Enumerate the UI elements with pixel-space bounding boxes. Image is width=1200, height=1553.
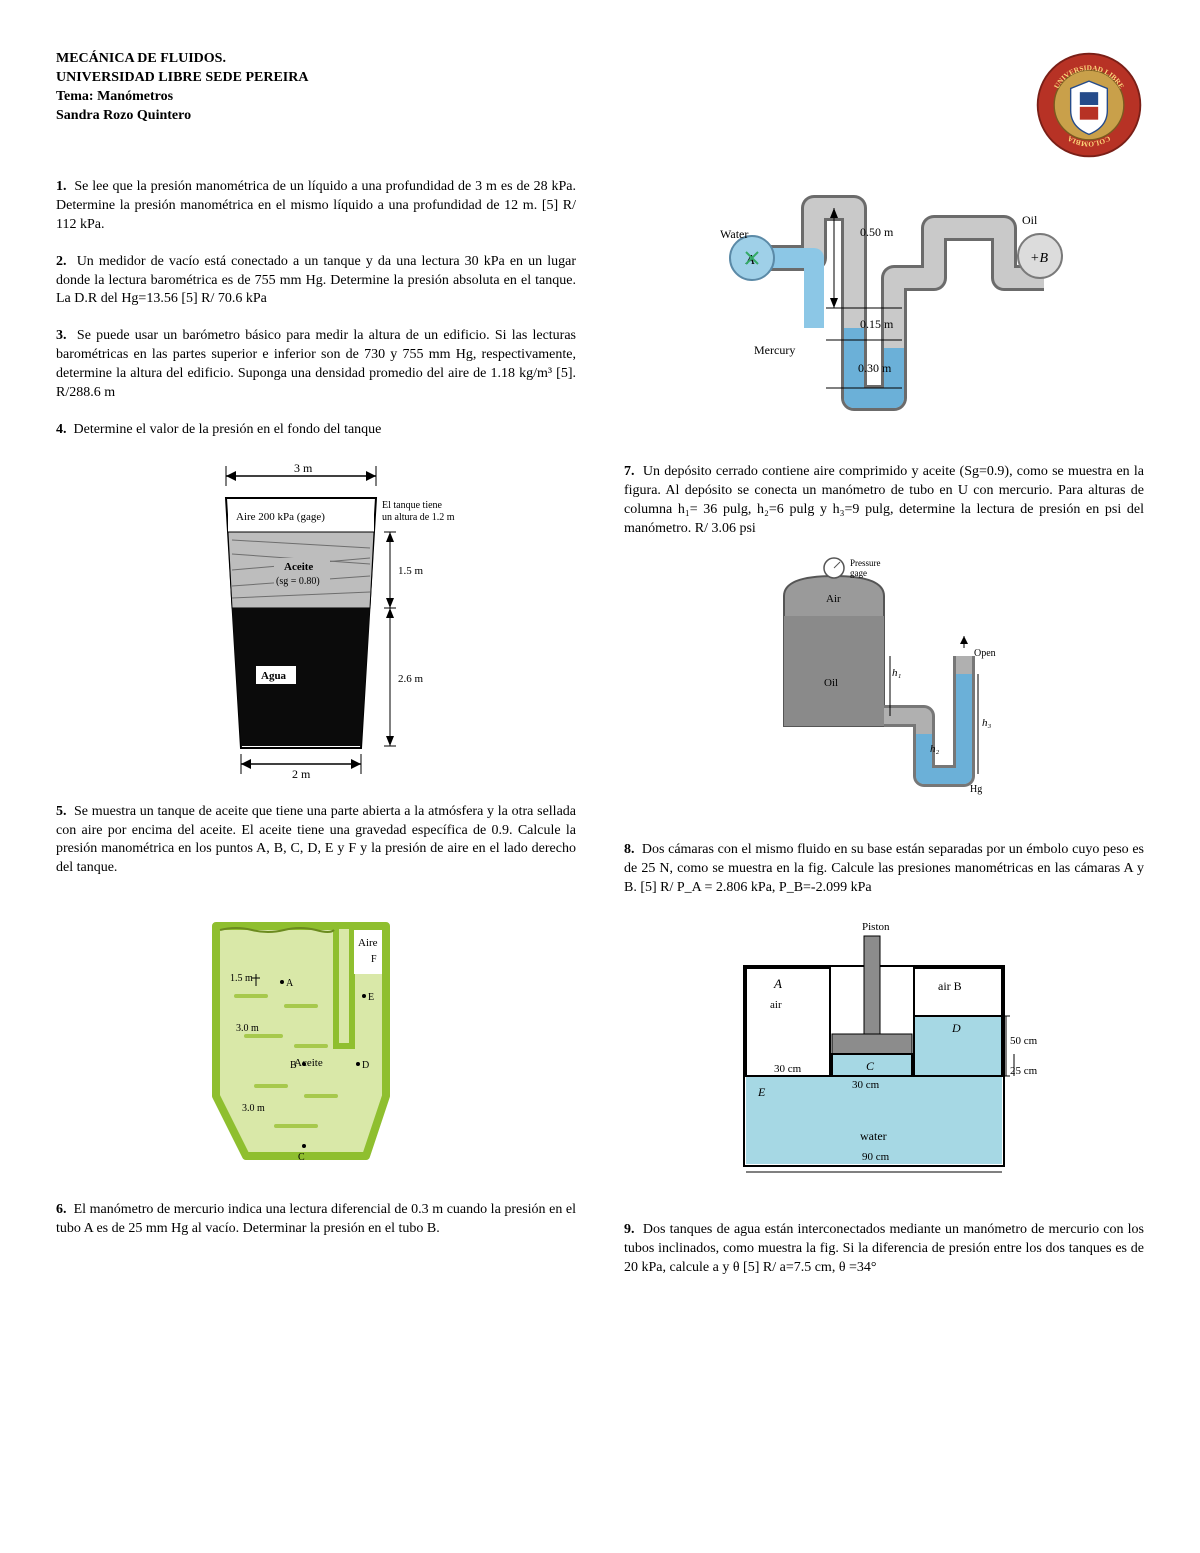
svg-text:E: E (368, 992, 374, 1003)
left-column: 1. Se lee que la presión manométrica de … (56, 178, 576, 1296)
problem-3: 3. Se puede usar un barómetro básico par… (56, 327, 576, 403)
svg-text:gage: gage (850, 568, 867, 578)
problem-6: 6. El manómetro de mercurio indica una l… (56, 1201, 576, 1239)
problem-9-text: Dos tanques de agua están interconectado… (624, 1222, 1144, 1275)
header-line-2: UNIVERSIDAD LIBRE SEDE PEREIRA (56, 69, 308, 88)
svg-text:B: B (290, 1060, 297, 1071)
problem-4: 4. Determine el valor de la presión en e… (56, 421, 576, 440)
fig4-note1: El tanque tiene (382, 500, 443, 511)
figure-7: Pressure gage Air Oil Open h₁ h₂ h₃ Hg (624, 556, 1144, 823)
fig8-D: D (951, 1021, 961, 1035)
fig8-h50: 50 cm (1010, 1035, 1038, 1047)
fig8-A: A (773, 976, 782, 991)
fig6-d2: 0.15 m (860, 317, 894, 331)
fig8-C: C (866, 1059, 875, 1073)
problem-7: 7. Un depósito cerrado contiene aire com… (624, 463, 1144, 539)
fig7-hg-label: Hg (970, 784, 982, 795)
svg-text:D: D (362, 1060, 369, 1071)
fig8-B: air B (938, 979, 962, 993)
svg-text:A: A (286, 978, 294, 989)
fig8-wmid: 30 cm (852, 1079, 880, 1091)
fig6-nodeB: +B (1030, 251, 1048, 266)
fig7-h2: h₂ (930, 743, 940, 755)
problem-2: 2. Un medidor de vacío está conectado a … (56, 253, 576, 310)
figure-5: Aire F Aceite A E B D C 1.5 m 3.0 m 3.0 … (56, 896, 576, 1183)
fig7-gauge-label: Pressure (850, 558, 881, 568)
fig4-note2: un altura de 1.2 m (382, 512, 455, 523)
header-line-4: Sandra Rozo Quintero (56, 107, 308, 126)
problem-9: 9. Dos tanques de agua están interconect… (624, 1221, 1144, 1278)
problem-5: 5. Se muestra un tanque de aceite que ti… (56, 803, 576, 879)
problem-8-text: Dos cámaras con el mismo fluido en su ba… (624, 842, 1144, 895)
fig5-h3: 3.0 m (242, 1103, 265, 1114)
fig5-air-label: Aire (358, 937, 378, 949)
fig6-oil-label: Oil (1022, 213, 1038, 227)
problem-3-text: Se puede usar un barómetro básico para m… (56, 328, 576, 400)
fig8-piston-label: Piston (862, 921, 890, 933)
university-logo: UNIVERSIDAD LIBRE COLOMBIA (1034, 50, 1144, 160)
header-line-1: MECÁNICA DE FLUIDOS. (56, 50, 308, 69)
fig5-oil-label: Aceite (294, 1057, 323, 1069)
problem-1-text: Se lee que la presión manométrica de un … (56, 179, 576, 232)
fig5-h1: 1.5 m (230, 973, 253, 984)
fig5-point-F: F (371, 954, 377, 965)
fig4-water-label: Agua (261, 670, 287, 682)
fig6-mercury-label: Mercury (754, 343, 795, 357)
problem-8: 8. Dos cámaras con el mismo fluido en su… (624, 841, 1144, 898)
right-column: A +B Water Oil Mercury 0.50 m 0.15 m 0.3… (624, 178, 1144, 1296)
problem-1: 1. Se lee que la presión manométrica de … (56, 178, 576, 235)
fig5-h2: 3.0 m (236, 1023, 259, 1034)
header-line-3: Tema: Manómetros (56, 88, 308, 107)
fig6-d3: 0.30 m (858, 361, 892, 375)
problem-5-text: Se muestra un tanque de aceite que tiene… (56, 804, 576, 876)
fig4-bottom-width: 2 m (292, 767, 311, 778)
fig4-top-width: 3 m (294, 461, 313, 475)
fig8-E: E (757, 1085, 766, 1099)
problem-2-text: Un medidor de vacío está conectado a un … (56, 254, 576, 307)
fig7-open-label: Open (974, 648, 996, 659)
fig4-oil-h: 1.5 m (398, 565, 424, 577)
fig4-air-label: Aire 200 kPa (gage) (236, 511, 325, 523)
problem-7-text: Un depósito cerrado contiene aire compri… (624, 464, 1144, 536)
figure-6: A +B Water Oil Mercury 0.50 m 0.15 m 0.3… (624, 178, 1144, 445)
fig7-oil-label: Oil (824, 677, 838, 689)
problem-4-text: Determine el valor de la presión en el f… (74, 422, 382, 437)
fig8-hleft: 30 cm (774, 1063, 802, 1075)
fig4-oil-sg: (sg = 0.80) (276, 576, 320, 587)
fig4-oil-label: Aceite (284, 561, 313, 573)
document-header: MECÁNICA DE FLUIDOS. UNIVERSIDAD LIBRE S… (56, 50, 308, 126)
figure-8: Piston A air air B D C E water 30 cm 30 … (624, 916, 1144, 1203)
fig4-water-h: 2.6 m (398, 673, 424, 685)
fig8-w90: 90 cm (862, 1151, 890, 1163)
fig8-water-label: water (860, 1129, 887, 1143)
fig7-h1: h₁ (892, 667, 902, 679)
fig6-water-label: Water (720, 227, 748, 241)
fig7-air-label: Air (826, 593, 841, 605)
fig7-h3: h₃ (982, 717, 992, 729)
fig8-airA: air (770, 999, 782, 1011)
figure-4: 3 m Aire 200 kPa (gage) Aceite (sg = 0.8… (56, 458, 576, 785)
svg-text:C: C (298, 1152, 305, 1163)
problem-6-text: El manómetro de mercurio indica una lect… (56, 1202, 576, 1236)
fig6-d1: 0.50 m (860, 225, 894, 239)
